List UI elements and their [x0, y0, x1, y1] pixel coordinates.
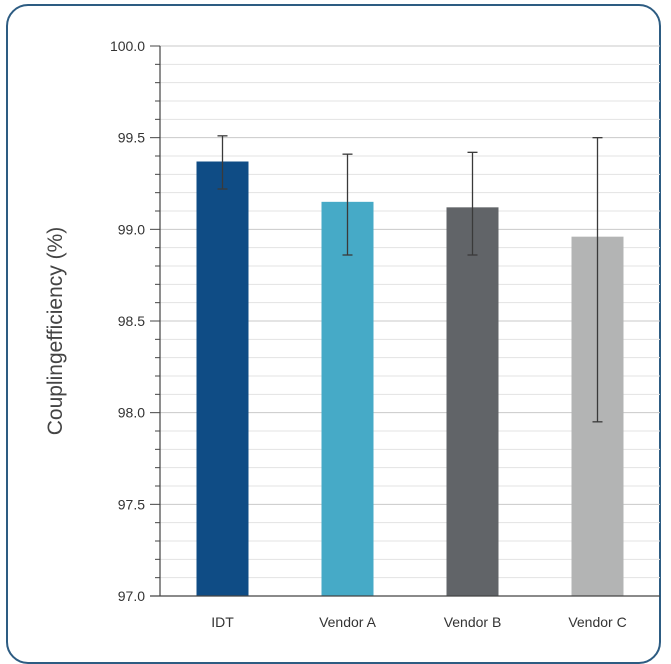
- bar: [446, 207, 499, 597]
- axes: [150, 46, 660, 597]
- error-bar: [592, 137, 603, 423]
- bar: [321, 201, 374, 597]
- bars: [196, 161, 624, 597]
- error-bar: [342, 153, 353, 256]
- y-tick-label: 98.0: [118, 405, 145, 421]
- y-tick-labels: 97.0 97.5 98.0 98.5 99.0 99.5 100.0: [110, 38, 145, 604]
- x-tick-label: Vendor C: [568, 614, 626, 630]
- y-axis-label: Couplingefficiency (%): [44, 227, 67, 436]
- x-tick-labels: IDT Vendor A Vendor B Vendor C: [211, 614, 626, 630]
- error-bar: [217, 135, 228, 190]
- y-tick-label: 100.0: [110, 38, 145, 54]
- y-tick-label: 97.5: [118, 496, 145, 512]
- y-tick-label: 98.5: [118, 313, 145, 329]
- error-bar: [467, 151, 478, 256]
- y-tick-label: 97.0: [118, 588, 145, 604]
- y-tick-label: 99.0: [118, 221, 145, 237]
- error-bars: [217, 135, 603, 423]
- x-tick-label: Vendor A: [319, 614, 376, 630]
- x-tick-label: Vendor B: [444, 614, 502, 630]
- x-tick-label: IDT: [211, 614, 234, 630]
- bar: [196, 161, 249, 596]
- y-tick-label: 99.5: [118, 130, 145, 146]
